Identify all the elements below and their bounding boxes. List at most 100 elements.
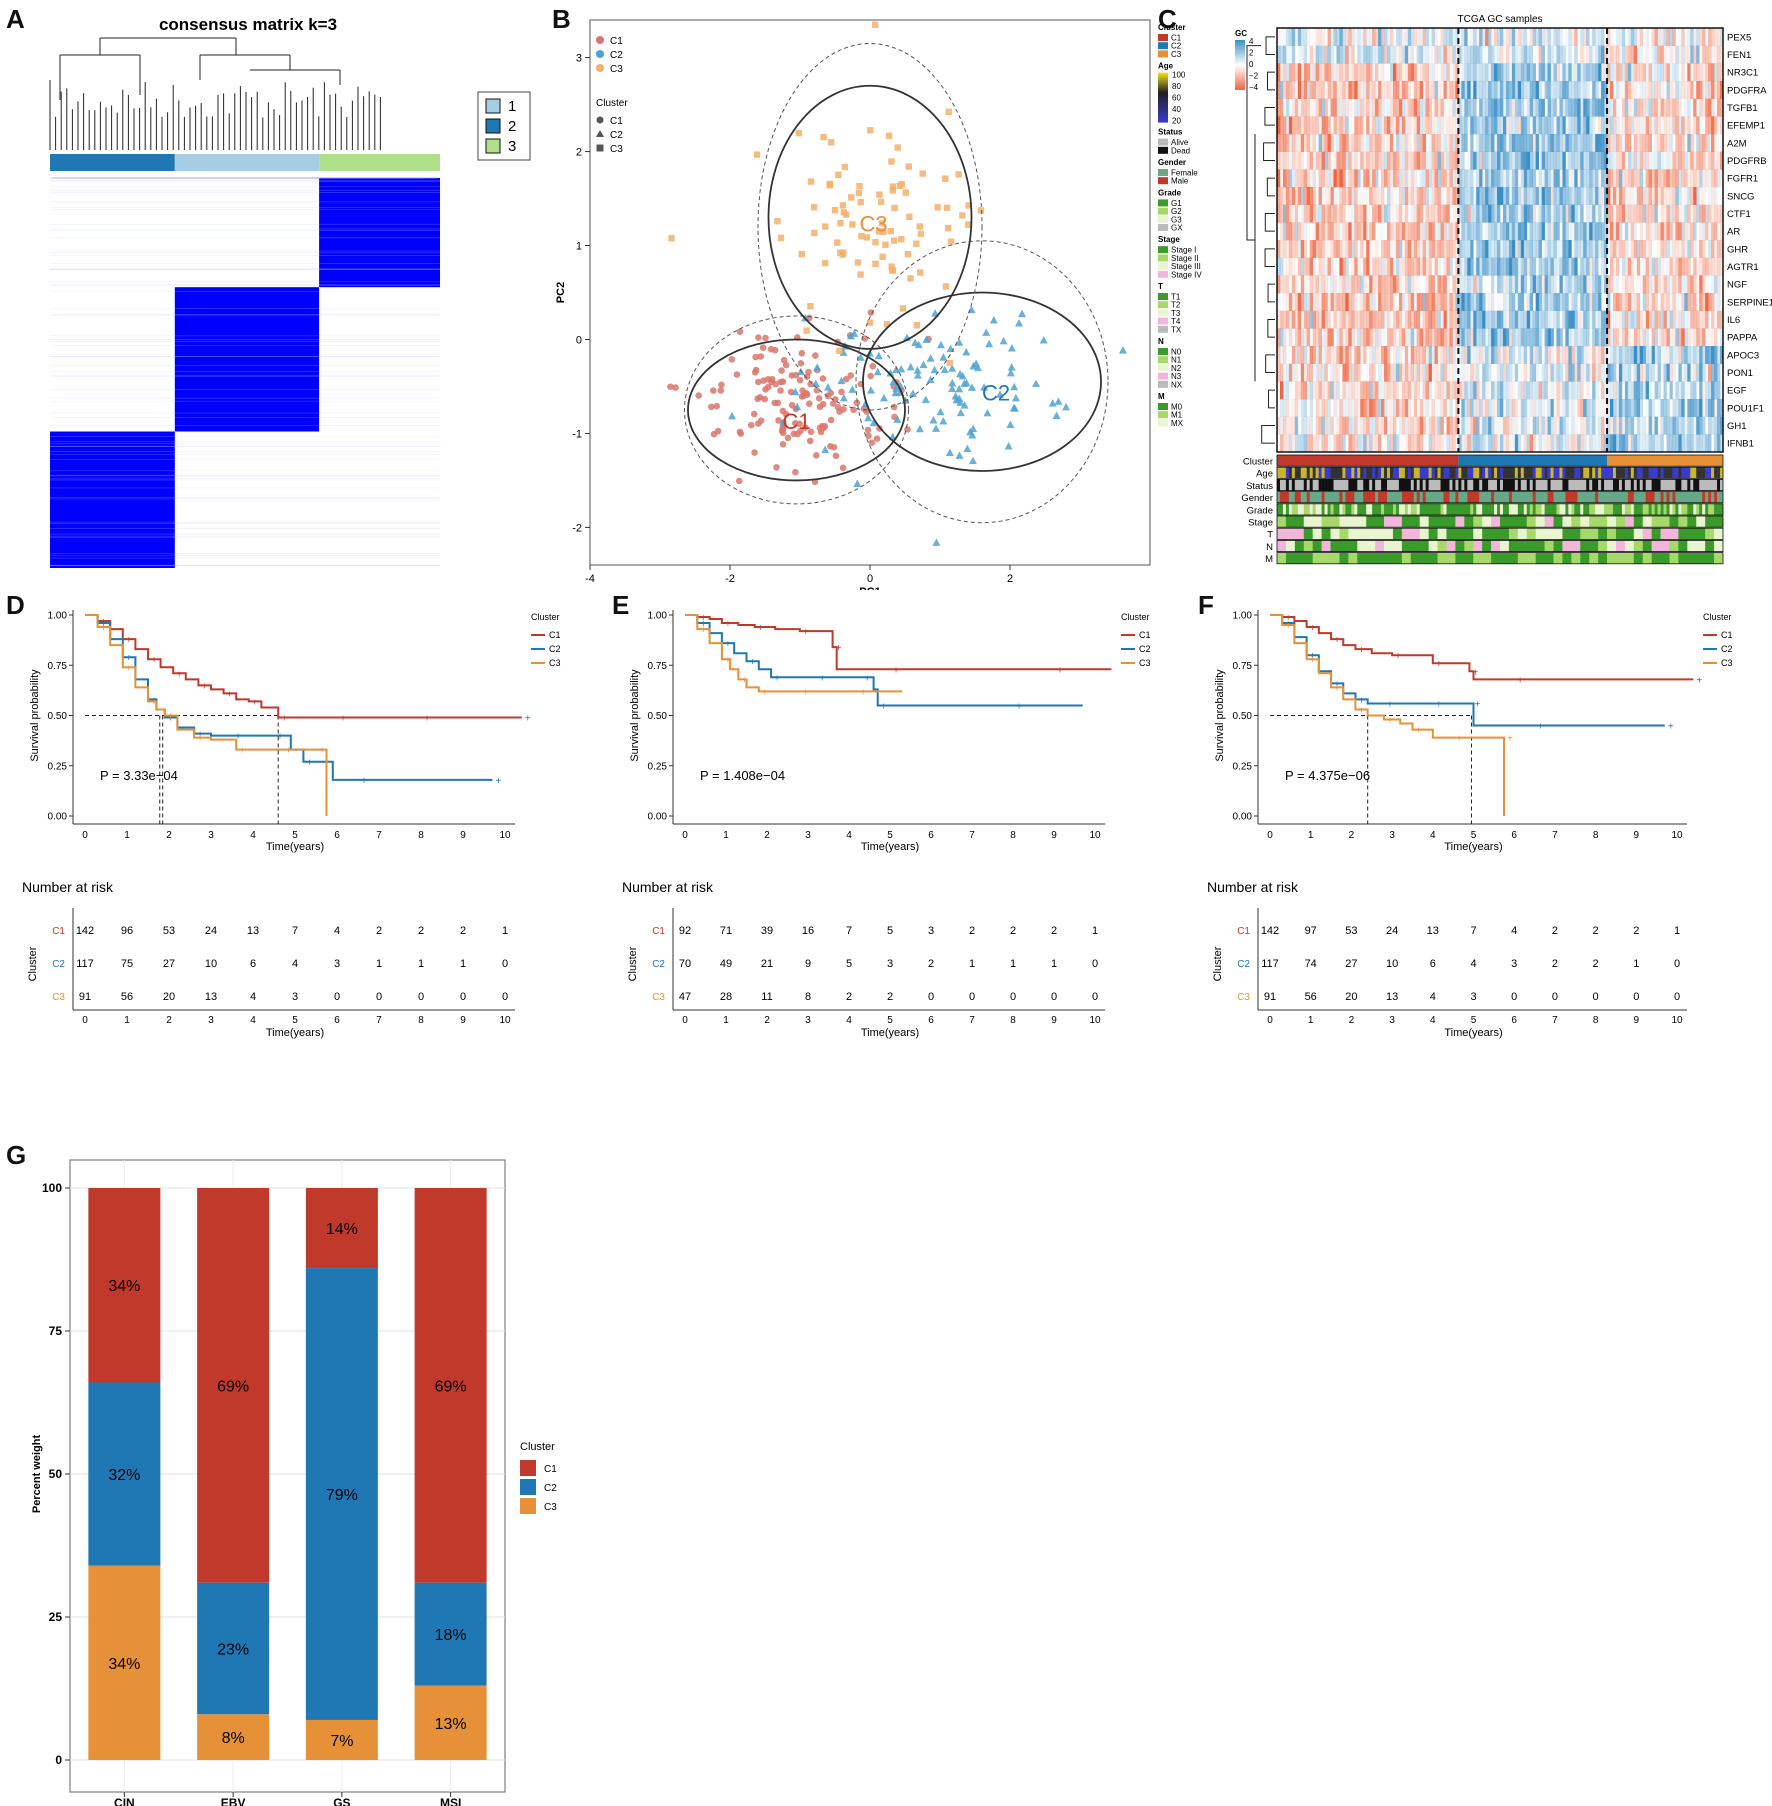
heatmap-cell: [1687, 293, 1691, 311]
heatmap-cell: [1398, 310, 1403, 329]
heatmap-cell: [1583, 381, 1586, 399]
heatmap-cell: [1645, 346, 1649, 364]
scatter-point-c2: [921, 395, 930, 403]
heatmap-cell: [1559, 28, 1563, 46]
heatmap-cell: [1607, 169, 1611, 188]
heatmap-cell: [1315, 240, 1319, 258]
heatmap-cell: [1324, 275, 1328, 294]
heatmap-cell: [1285, 28, 1290, 46]
heatmap-cell: [1422, 346, 1426, 364]
heatmap-cell: [1523, 416, 1528, 435]
annotation-cell: [1461, 503, 1465, 515]
legend-label: Stage III: [1171, 262, 1201, 271]
heatmap-cell: [1663, 257, 1667, 276]
heatmap-cell: [1720, 293, 1724, 311]
heatmap-cell: [1571, 381, 1575, 400]
heatmap-cell: [1425, 399, 1429, 417]
heatmap-cell: [1711, 363, 1715, 382]
heatmap-cell: [1633, 187, 1638, 205]
annotation-cell: [1345, 479, 1349, 491]
annotation-cell: [1395, 503, 1400, 515]
heatmap-cell: [1690, 204, 1694, 223]
scatter-point-c3: [858, 232, 865, 240]
heatmap-cell: [1279, 434, 1284, 453]
heatmap-cell: [1615, 63, 1620, 82]
heatmap-cell: [1580, 381, 1584, 400]
panel-label-b: B: [552, 4, 571, 34]
heatmap-cell: [1610, 222, 1614, 241]
annotation-cell: [1410, 491, 1415, 503]
heatmap-cell: [1669, 328, 1673, 347]
heatmap-cell: [1651, 399, 1655, 417]
heatmap-cell: [1348, 63, 1352, 82]
heatmap-cell: [1473, 28, 1477, 46]
heatmap-cell: [1315, 310, 1319, 329]
heatmap-cell: [1559, 275, 1563, 294]
heatmap-cell: [1455, 257, 1459, 276]
annotation-cell: [1514, 479, 1519, 491]
heatmap-cell: [1491, 169, 1495, 188]
heatmap-cell: [1547, 151, 1551, 170]
heatmap-cell: [1529, 399, 1534, 417]
heatmap-cell: [1547, 134, 1551, 152]
heatmap-cell: [1642, 328, 1646, 347]
heatmap-cell: [1696, 381, 1699, 399]
heatmap-cell: [1449, 222, 1453, 241]
scatter-point-c3: [899, 305, 907, 312]
heatmap-cell: [1467, 310, 1471, 329]
annotation-cell: [1523, 491, 1528, 503]
annotation-cell: [1437, 479, 1441, 491]
heatmap-cell: [1446, 204, 1450, 223]
annotation-cell: [1306, 479, 1311, 491]
heatmap-cell: [1279, 134, 1284, 152]
heatmap-cell: [1636, 151, 1641, 170]
heatmap-cell: [1708, 169, 1712, 188]
heatmap-cell: [1675, 257, 1679, 276]
heatmap-cell: [1699, 328, 1703, 347]
annotation-cell: [1657, 491, 1661, 503]
annotation-cell: [1544, 516, 1554, 528]
heatmap-cell: [1461, 63, 1465, 82]
heatmap-cell: [1693, 63, 1697, 82]
heatmap-cell: [1384, 275, 1388, 294]
heatmap-cell: [1526, 328, 1531, 347]
heatmap-cell: [1568, 240, 1572, 258]
legend-shape: [596, 144, 604, 152]
annotation-cell: [1657, 503, 1661, 515]
heatmap-cell: [1607, 363, 1611, 382]
heatmap-cell: [1395, 187, 1400, 205]
annotation-cell: [1514, 467, 1519, 479]
gene-label: SERPINE1: [1727, 297, 1772, 308]
heatmap-cell: [1279, 328, 1284, 347]
annotation-cell: [1473, 467, 1477, 479]
heatmap-cell: [1690, 328, 1694, 347]
heatmap-cell: [1565, 416, 1569, 435]
heatmap-cell: [1714, 328, 1718, 347]
heatmap-cell: [1488, 310, 1492, 329]
heatmap-cell: [1488, 381, 1492, 400]
heatmap-cell: [1684, 363, 1688, 382]
heatmap-cell: [1396, 417, 1399, 435]
heatmap-cell: [1381, 151, 1385, 170]
heatmap-cell: [1452, 363, 1456, 382]
scatter-point-c2: [811, 379, 820, 388]
heatmap-cell: [1294, 240, 1299, 258]
annotation-cell: [1366, 503, 1370, 515]
heatmap-cell: [1684, 169, 1688, 188]
heatmap-cell: [1544, 275, 1548, 294]
heatmap-cell: [1285, 98, 1290, 117]
heatmap-cell: [1675, 98, 1679, 117]
annotation-cell: [1440, 491, 1444, 503]
panel-label-c: C: [1158, 4, 1177, 34]
heatmap-cell: [1428, 81, 1432, 99]
heatmap-cell: [1589, 310, 1593, 329]
heatmap-cell: [1568, 63, 1572, 82]
heatmap-cell: [1634, 417, 1637, 435]
scatter-point-c3: [810, 204, 818, 211]
heatmap-cell: [1434, 28, 1438, 46]
heatmap-cell: [1675, 63, 1679, 82]
heatmap-cell: [1541, 381, 1545, 400]
heatmap-cell: [1636, 293, 1641, 311]
heatmap-cell: [1351, 328, 1355, 347]
heatmap-cell: [1297, 28, 1302, 46]
